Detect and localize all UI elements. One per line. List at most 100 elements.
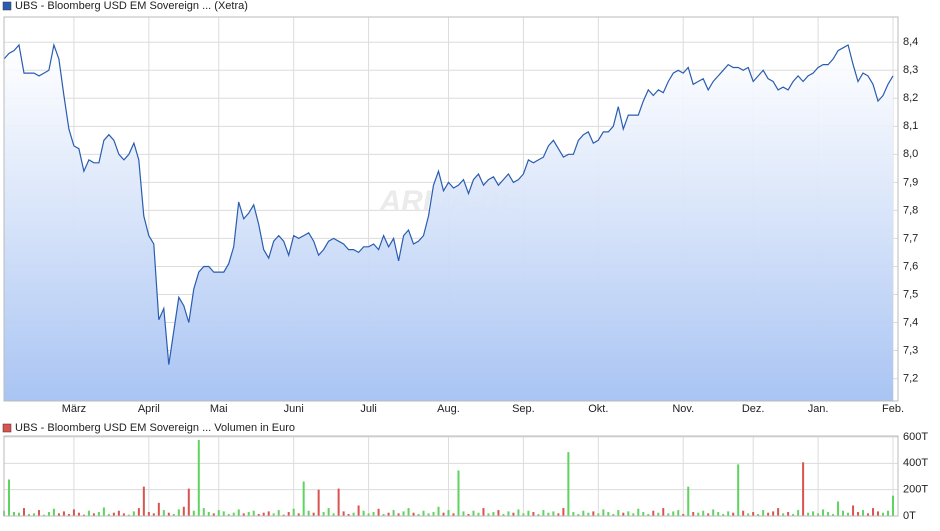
volume-bar <box>727 511 730 516</box>
volume-bar <box>142 486 145 516</box>
x-tick-label: Dez. <box>742 403 765 415</box>
volume-bar <box>422 510 425 516</box>
volume-bar <box>437 506 440 516</box>
volume-bar <box>842 510 845 516</box>
volume-bar <box>707 513 710 516</box>
volume-bar <box>867 513 870 516</box>
volume-bar <box>627 511 630 516</box>
volume-bar <box>37 510 40 516</box>
volume-bar <box>307 510 310 516</box>
volume-bar <box>712 509 715 516</box>
volume-bar <box>302 481 305 516</box>
volume-bar <box>622 512 625 516</box>
volume-bar <box>257 514 260 516</box>
volume-bar <box>347 514 350 516</box>
volume-bar <box>652 510 655 516</box>
volume-bar <box>637 508 640 516</box>
x-tick-label: Okt. <box>588 403 608 415</box>
y-tick-label: 8,4 <box>903 36 918 48</box>
volume-bar <box>137 508 140 516</box>
volume-bar <box>832 514 835 516</box>
y-tick-label: 7,5 <box>903 288 918 300</box>
volume-bar <box>762 510 765 516</box>
volume-bar <box>252 510 255 516</box>
volume-bar <box>787 512 790 516</box>
volume-bar <box>127 514 130 516</box>
volume-bar <box>362 510 365 516</box>
volume-bar <box>42 514 45 516</box>
volume-bar <box>207 512 210 516</box>
x-tick-label: Feb. <box>882 403 904 415</box>
volume-bar <box>417 514 420 516</box>
volume-bar <box>82 514 85 516</box>
volume-bar <box>537 514 540 516</box>
volume-bar <box>527 510 530 516</box>
volume-bar <box>47 512 50 516</box>
volume-bar <box>452 513 455 516</box>
volume-bar <box>612 514 615 516</box>
volume-bar <box>182 506 185 516</box>
volume-bar <box>847 512 850 516</box>
plot-frame <box>3 16 899 402</box>
volume-bar <box>597 513 600 516</box>
volume-bar <box>682 514 685 516</box>
volume-bar <box>802 462 805 516</box>
x-tick-label: April <box>138 403 160 415</box>
volume-bar <box>122 513 125 516</box>
volume-bar <box>837 501 840 516</box>
volume-bar <box>77 512 80 516</box>
volume-bar <box>877 511 880 516</box>
volume-bar <box>517 509 520 516</box>
x-tick-label: März <box>62 403 86 415</box>
x-tick-label: Juni <box>284 403 304 415</box>
volume-bar <box>397 513 400 516</box>
y-tick-label: 7,6 <box>903 260 918 272</box>
volume-bar <box>297 513 300 516</box>
volume-bar <box>792 514 795 516</box>
plot-frame <box>3 435 899 517</box>
volume-bar <box>402 511 405 516</box>
volume-bar <box>642 512 645 516</box>
volume-bar <box>102 507 105 516</box>
y-tick-label: 7,2 <box>903 372 918 384</box>
volume-bar <box>202 508 205 516</box>
volume-bar <box>392 510 395 516</box>
y-tick-label: 200T <box>903 484 928 496</box>
volume-bar <box>822 509 825 516</box>
volume-bar <box>797 510 800 516</box>
volume-bar <box>107 514 110 516</box>
volume-bar <box>117 510 120 516</box>
volume-bar <box>12 512 15 516</box>
volume-bar <box>582 510 585 516</box>
volume-bar <box>292 508 295 516</box>
volume-bar <box>317 489 320 516</box>
volume-bar <box>67 514 70 516</box>
volume-bar <box>482 508 485 516</box>
volume-bar <box>492 512 495 516</box>
y-tick-label: 7,7 <box>903 232 918 244</box>
y-tick-label: 7,8 <box>903 204 918 216</box>
volume-bar <box>532 512 535 516</box>
volume-bar <box>462 511 465 516</box>
volume-bar <box>177 509 180 516</box>
x-tick-label: Aug. <box>437 403 460 415</box>
volume-bar <box>697 512 700 516</box>
volume-bar <box>512 512 515 516</box>
volume-bar <box>692 512 695 516</box>
y-tick-label: 8,0 <box>903 148 918 160</box>
volume-bar <box>757 514 760 516</box>
volume-bar <box>162 510 165 516</box>
volume-bar <box>497 510 500 516</box>
volume-bar <box>27 514 30 516</box>
volume-bar <box>352 512 355 516</box>
x-tick-label: Juli <box>360 403 377 415</box>
legend-swatch <box>2 423 12 433</box>
volume-bar <box>557 513 560 516</box>
volume-bar <box>647 514 650 516</box>
volume-bar <box>147 512 150 516</box>
volume-bar <box>457 470 460 516</box>
volume-bar <box>227 514 230 516</box>
volume-bar <box>807 512 810 516</box>
volume-bar <box>662 508 665 516</box>
